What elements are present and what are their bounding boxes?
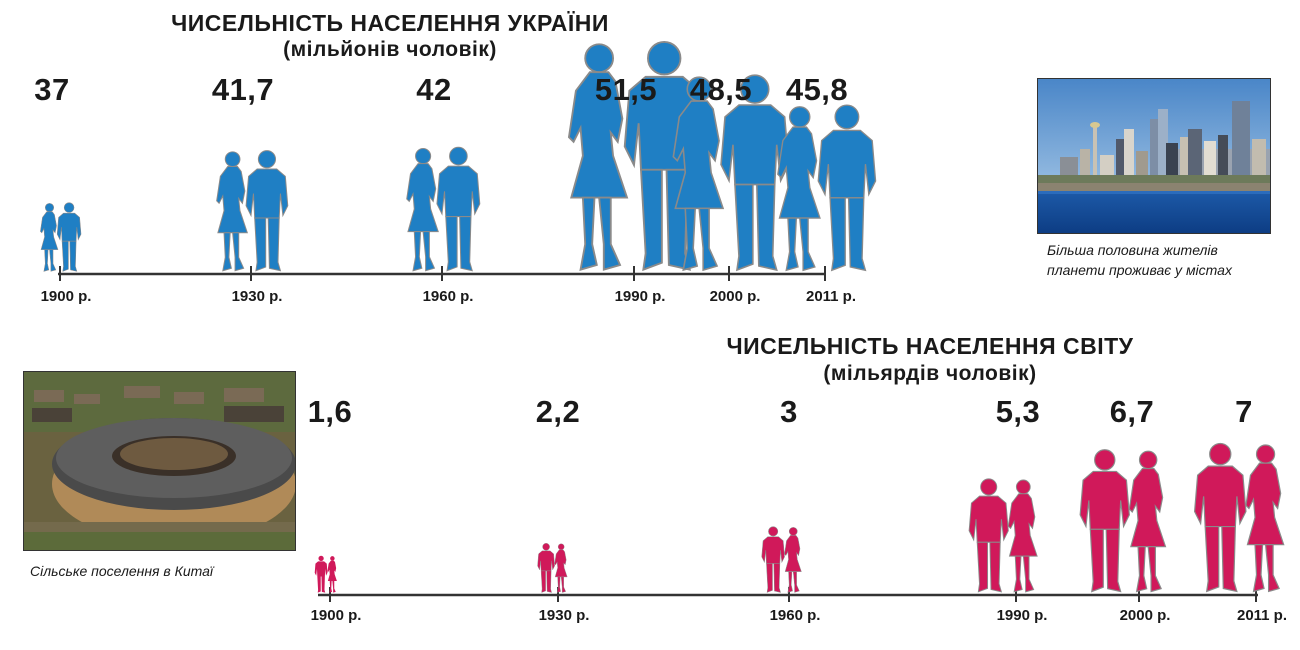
ukraine-value-label: 37 xyxy=(34,72,70,107)
world-value-label: 3 xyxy=(780,394,798,429)
world-population-figure xyxy=(537,543,568,593)
world-chart xyxy=(314,442,1285,602)
ukraine-year-label: 1990 р. xyxy=(614,288,666,305)
ukraine-year-label: 2000 р. xyxy=(709,288,761,305)
world-year-label: 1990 р. xyxy=(996,607,1048,624)
world-population-figure xyxy=(314,555,337,593)
ukraine-value-label: 41,7 xyxy=(211,72,275,107)
ukraine-value-label: 42 xyxy=(416,72,452,107)
ukraine-population-figure xyxy=(40,202,82,272)
village-photo xyxy=(23,371,296,551)
world-value-label: 7 xyxy=(1235,394,1253,429)
ukraine-population-figure xyxy=(216,149,289,272)
ukraine-chart xyxy=(40,40,877,281)
world-year-label: 1900 р. xyxy=(310,607,362,624)
ukraine-value-label: 51,5 xyxy=(594,72,658,107)
ukraine-chart-subtitle: (мільйонів чоловік) xyxy=(283,38,497,61)
world-value-label: 1,6 xyxy=(307,394,353,429)
world-year-label: 1930 р. xyxy=(538,607,590,624)
world-population-figure xyxy=(1193,442,1285,593)
ukraine-year-label: 1930 р. xyxy=(231,288,283,305)
world-year-label: 2000 р. xyxy=(1119,607,1171,624)
world-population-figure xyxy=(1079,449,1167,593)
ukraine-value-label: 45,8 xyxy=(785,72,849,107)
world-value-label: 2,2 xyxy=(535,394,581,429)
world-value-label: 6,7 xyxy=(1109,394,1155,429)
city-photo-caption: Більша половина жителів планети проживає… xyxy=(1047,242,1232,278)
world-chart-title: ЧИСЕЛЬНІСТЬ НАСЕЛЕННЯ СВІТУ xyxy=(726,333,1134,359)
ukraine-population-figure xyxy=(406,146,481,272)
ukraine-population-figure xyxy=(776,104,877,272)
ukraine-chart-title: ЧИСЕЛЬНІСТЬ НАСЕЛЕННЯ УКРАЇНИ xyxy=(171,10,609,36)
ukraine-value-label: 48,5 xyxy=(689,72,753,107)
city-skyline-photo xyxy=(1037,78,1271,234)
world-year-label: 2011 р. xyxy=(1236,607,1288,624)
world-value-label: 5,3 xyxy=(995,394,1041,429)
world-population-figure xyxy=(761,526,802,593)
village-photo-caption: Сільське поселення в Китаї xyxy=(30,563,214,579)
ukraine-year-label: 1960 р. xyxy=(422,288,474,305)
world-chart-subtitle: (мільярдів чоловік) xyxy=(823,362,1037,385)
world-population-figure xyxy=(968,478,1038,593)
ukraine-year-label: 1900 р. xyxy=(40,288,92,305)
ukraine-year-label: 2011 р. xyxy=(805,288,857,305)
world-year-label: 1960 р. xyxy=(769,607,821,624)
